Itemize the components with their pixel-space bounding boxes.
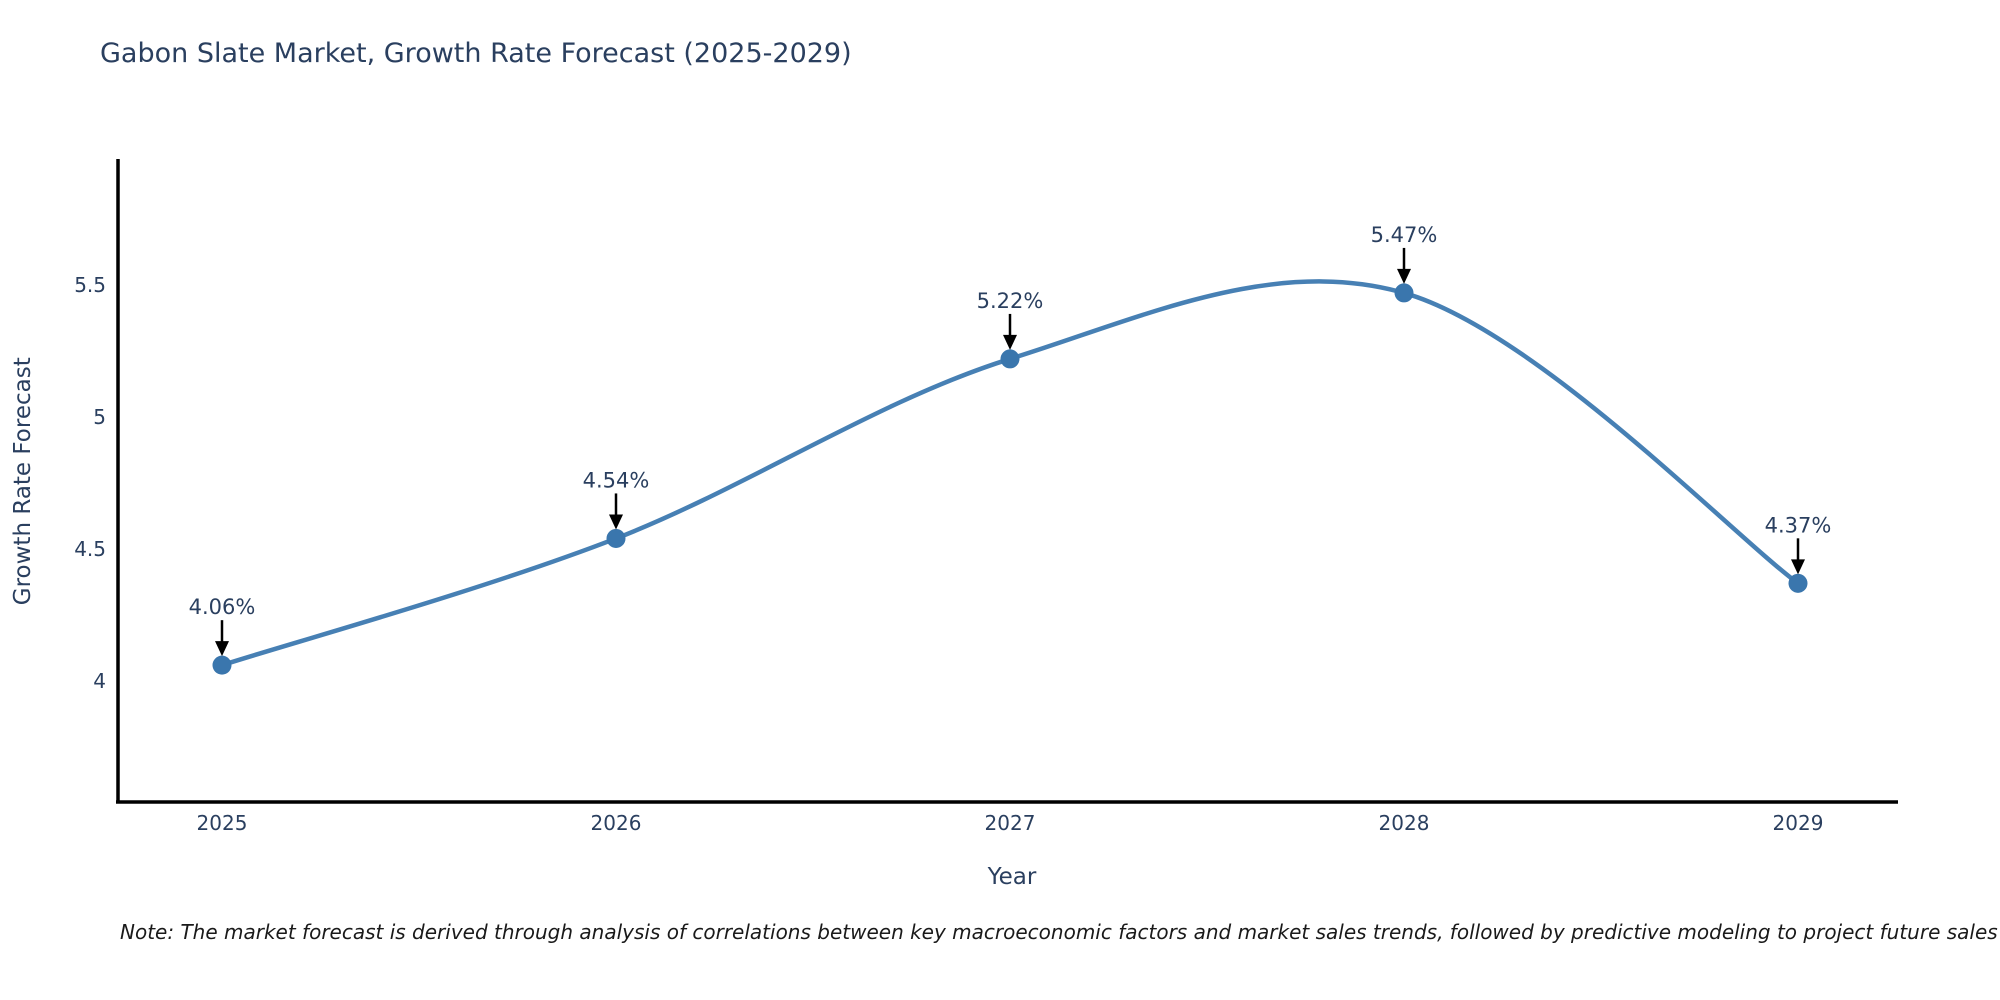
annotation-arrowhead bbox=[1791, 559, 1805, 575]
annotation-label: 4.54% bbox=[583, 468, 650, 492]
y-tick-label: 5.5 bbox=[74, 273, 106, 297]
data-point-marker bbox=[1000, 349, 1020, 369]
x-tick-label: 2025 bbox=[197, 811, 248, 835]
data-point-marker bbox=[606, 528, 626, 548]
data-point-marker bbox=[1788, 573, 1808, 593]
annotation-arrowhead bbox=[609, 514, 623, 530]
x-axis-title: Year bbox=[987, 864, 1037, 890]
x-tick-label: 2027 bbox=[985, 811, 1036, 835]
annotation-arrowhead bbox=[1003, 334, 1017, 350]
annotation-label: 5.22% bbox=[977, 289, 1044, 313]
annotation-arrowhead bbox=[215, 641, 229, 657]
annotation-label: 4.37% bbox=[1765, 513, 1832, 537]
annotation-arrowhead bbox=[1397, 268, 1411, 284]
annotation-label: 4.06% bbox=[189, 595, 256, 619]
x-tick-label: 2026 bbox=[591, 811, 642, 835]
footnote: Note: The market forecast is derived thr… bbox=[120, 920, 1998, 944]
annotation-label: 5.47% bbox=[1371, 223, 1438, 247]
data-point-marker bbox=[212, 655, 232, 675]
data-point-marker bbox=[1394, 283, 1414, 303]
y-tick-label: 4 bbox=[93, 669, 106, 693]
chart-title: Gabon Slate Market, Growth Rate Forecast… bbox=[100, 38, 852, 69]
y-tick-label: 4.5 bbox=[74, 537, 106, 561]
y-tick-label: 5 bbox=[93, 405, 106, 429]
y-axis-title: Growth Rate Forecast bbox=[10, 357, 36, 605]
x-tick-label: 2029 bbox=[1773, 811, 1824, 835]
x-tick-label: 2028 bbox=[1379, 811, 1430, 835]
